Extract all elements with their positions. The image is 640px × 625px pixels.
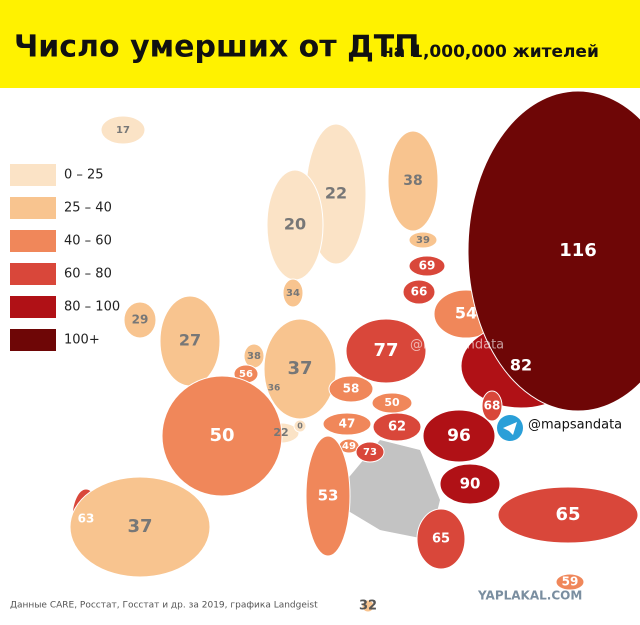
- country-value: 22: [325, 184, 347, 203]
- country: [372, 412, 422, 442]
- country-value: 68: [484, 399, 501, 413]
- country-value: 65: [432, 532, 450, 547]
- country-value: 17: [116, 125, 130, 136]
- country: [402, 279, 436, 305]
- country: [322, 412, 372, 436]
- country: [161, 375, 283, 497]
- country: [497, 486, 639, 544]
- country: [555, 573, 585, 591]
- country-value: 47: [339, 417, 356, 431]
- country-value: 62: [388, 420, 406, 435]
- country-value: 49: [342, 441, 356, 452]
- country-value: 34: [286, 288, 300, 299]
- country-value: 29: [132, 313, 149, 327]
- country: [408, 255, 446, 277]
- country: [387, 130, 439, 232]
- country-value: 32: [359, 599, 377, 614]
- legend-swatch: [10, 329, 56, 351]
- country-value: 39: [416, 235, 430, 246]
- country: [422, 409, 496, 463]
- country-value: 96: [447, 426, 471, 446]
- country: [100, 115, 146, 145]
- country-value: 73: [363, 447, 377, 458]
- country: [355, 441, 385, 463]
- subtitle: на 1,000,000 жителей: [382, 42, 599, 62]
- country: [345, 318, 427, 384]
- legend-swatch: [10, 164, 56, 186]
- country-value: 56: [239, 369, 253, 380]
- country: [123, 301, 157, 339]
- header-band: [0, 0, 640, 88]
- legend-swatch: [10, 197, 56, 219]
- country-value: 116: [559, 240, 597, 261]
- land-no-data: [330, 440, 440, 540]
- legend-swatch: [10, 263, 56, 285]
- country-value: 63: [78, 512, 95, 526]
- country-value: 65: [555, 504, 580, 525]
- source: Данные CARE, Росстат, Госстат и др. за 2…: [10, 601, 318, 611]
- country: [361, 599, 375, 613]
- legend-label: 0 – 25: [64, 168, 104, 183]
- country: [439, 463, 501, 505]
- legend-label: 40 – 60: [64, 234, 112, 249]
- country-value: 37: [287, 358, 312, 379]
- country: [263, 318, 337, 420]
- legend-label: 25 – 40: [64, 201, 112, 216]
- watermark: @mapsandata: [410, 338, 504, 353]
- country-value: 90: [460, 475, 481, 493]
- country-value: 38: [403, 173, 422, 189]
- country-value: 66: [411, 285, 428, 299]
- country: [328, 375, 374, 403]
- country-value: 36: [268, 384, 281, 394]
- country-value: 50: [209, 425, 234, 446]
- country-value: 53: [318, 487, 339, 505]
- legend-swatch: [10, 230, 56, 252]
- legend-label: 100+: [64, 333, 100, 348]
- watermark: YAPLAKAL.COM: [477, 589, 582, 603]
- country-value: 82: [510, 356, 532, 375]
- country: [408, 231, 438, 249]
- country-value: 27: [179, 331, 201, 350]
- telegram-plane: [503, 422, 517, 435]
- country: [416, 508, 466, 570]
- country: [467, 90, 640, 412]
- legend: 0 – 25 25 – 40 40 – 60 60 – 80 80 – 100 100+: [10, 164, 120, 351]
- country-value: 22: [273, 426, 288, 439]
- country-value: 59: [562, 575, 579, 589]
- legend-label: 80 – 100: [64, 300, 120, 315]
- country-value: 0: [297, 422, 303, 431]
- watermark: @mapsandata: [528, 418, 622, 433]
- country-value: 20: [284, 215, 306, 234]
- country: [282, 278, 304, 308]
- legend-swatch: [10, 296, 56, 318]
- country: [293, 419, 307, 433]
- country-value: 58: [343, 382, 360, 396]
- country: [69, 476, 211, 578]
- regions: 17 22 38 20 39 69 66 34 29 27 54 77 82 116 38 56 36 37 58 5…: [69, 90, 640, 614]
- country-value: 69: [419, 259, 436, 273]
- country: [305, 435, 351, 557]
- country: [481, 390, 503, 422]
- country-value: 50: [384, 396, 400, 409]
- country-value: 38: [247, 351, 261, 362]
- legend-label: 60 – 80: [64, 267, 112, 282]
- country-value: 77: [373, 340, 398, 361]
- country-value: 37: [127, 516, 152, 537]
- country-value: 54: [455, 304, 477, 323]
- title: Число умерших от ДТП: [14, 30, 419, 65]
